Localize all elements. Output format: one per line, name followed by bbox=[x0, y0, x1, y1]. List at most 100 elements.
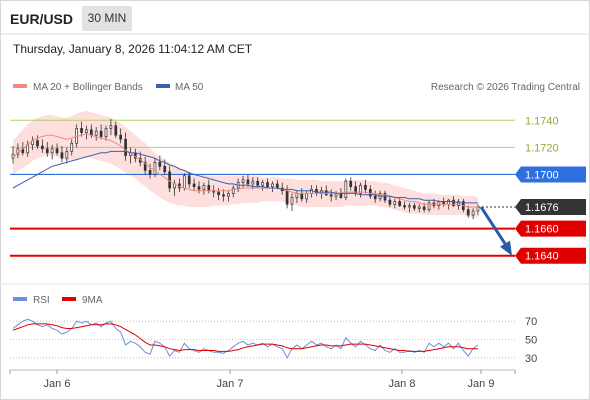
forecast-arrow-shaft bbox=[479, 206, 509, 248]
candle-body bbox=[271, 183, 274, 187]
candle-body bbox=[285, 190, 289, 205]
candle-body bbox=[408, 205, 411, 208]
candle bbox=[241, 175, 245, 188]
candle-body bbox=[192, 183, 196, 187]
candle-body bbox=[60, 152, 64, 159]
candle-body bbox=[153, 161, 157, 175]
candle bbox=[261, 179, 264, 191]
rsi-ma-legend-label: 9MA bbox=[82, 295, 103, 306]
forecast-arrow-head bbox=[500, 240, 512, 256]
candle-body bbox=[246, 179, 250, 185]
rsi-ma-line bbox=[12, 323, 478, 352]
ma50-legend-swatch bbox=[156, 84, 170, 88]
candle-body bbox=[388, 199, 392, 205]
copyright-text: Research © 2026 Trading Central bbox=[431, 82, 580, 93]
candle-body bbox=[447, 199, 450, 205]
candle-body bbox=[476, 206, 480, 212]
level-label-1.1660: 1.1660 bbox=[525, 224, 559, 236]
candle-body bbox=[364, 184, 367, 190]
level-label-1.1740: 1.1740 bbox=[525, 115, 559, 127]
currency-pair-title: EUR/USD bbox=[10, 11, 74, 27]
candle bbox=[187, 171, 191, 188]
candle-body bbox=[427, 202, 431, 211]
candle bbox=[349, 177, 353, 191]
candle bbox=[148, 163, 152, 179]
candle bbox=[143, 156, 147, 175]
candle-body bbox=[256, 180, 260, 186]
candle-body bbox=[109, 125, 113, 129]
candle-body bbox=[124, 138, 127, 156]
ma50-legend-label: MA 50 bbox=[175, 82, 204, 93]
x-tick-label: Jan 8 bbox=[389, 378, 416, 390]
candle-body bbox=[89, 129, 93, 136]
candle-body bbox=[393, 201, 397, 205]
candle-body bbox=[114, 125, 118, 136]
candle-body bbox=[50, 148, 54, 154]
candle bbox=[55, 143, 59, 156]
candle-body bbox=[339, 193, 343, 198]
candle bbox=[99, 124, 103, 140]
candle-body bbox=[65, 151, 69, 159]
ma50-line bbox=[12, 150, 478, 204]
candle-body bbox=[163, 165, 167, 173]
ma20-legend-label: MA 20 + Bollinger Bands bbox=[33, 82, 143, 93]
candle-body bbox=[182, 175, 186, 189]
rsi-ma-legend-swatch bbox=[62, 297, 76, 301]
candle bbox=[329, 189, 333, 202]
candle-body bbox=[295, 193, 299, 198]
candle-body bbox=[413, 205, 416, 209]
candle-body bbox=[119, 134, 123, 140]
candle-body bbox=[197, 186, 201, 190]
candle-body bbox=[457, 201, 460, 206]
candle-body bbox=[217, 191, 220, 196]
rsi-line bbox=[12, 318, 479, 359]
candle bbox=[11, 146, 15, 164]
candle-body bbox=[168, 171, 171, 189]
candle-body bbox=[99, 130, 103, 137]
candle bbox=[65, 147, 69, 164]
candle bbox=[192, 178, 196, 191]
candle bbox=[471, 208, 475, 220]
x-tick-label: Jan 7 bbox=[217, 378, 244, 390]
timestamp: Thursday, January 8, 2026 11:04:12 AM CE… bbox=[13, 42, 253, 56]
candle-body bbox=[403, 205, 406, 208]
candle-body bbox=[36, 140, 39, 147]
candle-body bbox=[148, 170, 152, 175]
candle bbox=[158, 155, 162, 171]
candle bbox=[202, 182, 206, 195]
interval-badge[interactable]: 30 MIN bbox=[82, 6, 132, 31]
candle-body bbox=[11, 153, 15, 159]
candle-body bbox=[344, 180, 348, 198]
candle-body bbox=[471, 210, 475, 216]
candle-body bbox=[398, 201, 402, 206]
candle bbox=[393, 198, 397, 209]
candle bbox=[217, 188, 220, 201]
candle-body bbox=[324, 190, 328, 196]
candle-body bbox=[373, 195, 377, 200]
candle-body bbox=[266, 182, 269, 187]
level-tag-1.1660 bbox=[515, 220, 586, 237]
candle bbox=[104, 125, 108, 141]
candle bbox=[153, 158, 157, 178]
candle-body bbox=[422, 206, 426, 211]
candle-body bbox=[158, 161, 162, 167]
candle-body bbox=[383, 193, 387, 201]
candle bbox=[80, 121, 83, 137]
candle bbox=[383, 190, 387, 203]
candle bbox=[271, 181, 274, 193]
candle-body bbox=[417, 206, 421, 209]
rsi-tick-label-50: 50 bbox=[525, 335, 537, 347]
candle-body bbox=[251, 180, 255, 185]
candle-body bbox=[202, 184, 206, 190]
candle bbox=[388, 196, 392, 207]
level-label-1.1720: 1.1720 bbox=[525, 142, 559, 154]
candle bbox=[45, 141, 49, 157]
candle-body bbox=[329, 194, 333, 197]
x-tick-label: Jan 9 bbox=[468, 378, 495, 390]
candle bbox=[124, 132, 127, 161]
candle bbox=[413, 202, 416, 212]
candle-body bbox=[222, 194, 225, 197]
candle bbox=[373, 190, 377, 203]
candle-body bbox=[452, 199, 455, 206]
current-price-tag bbox=[515, 198, 586, 215]
